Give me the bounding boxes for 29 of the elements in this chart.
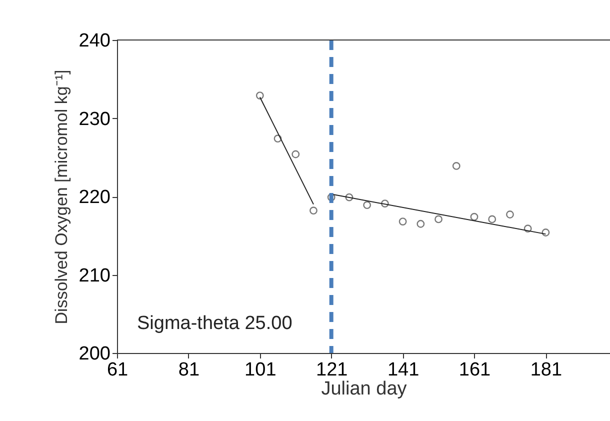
annotation: Sigma-theta 25.00 <box>137 313 292 334</box>
y-tick-label: 230 <box>78 108 110 130</box>
point <box>470 212 478 221</box>
x-axis-title: Julian day <box>321 378 408 400</box>
point <box>506 210 514 218</box>
point <box>452 162 460 170</box>
y-tick-label: 240 <box>78 30 110 52</box>
point <box>416 220 425 228</box>
point <box>292 150 300 158</box>
point <box>398 218 407 226</box>
point <box>310 206 318 215</box>
y-tick-label: 210 <box>78 265 110 286</box>
point <box>542 228 550 236</box>
point <box>380 200 389 208</box>
x-tick-label: 141 <box>387 360 420 380</box>
point <box>488 215 496 224</box>
y-tick-label: 220 <box>78 187 110 208</box>
x-tick-label: 121 <box>316 360 348 380</box>
point <box>345 193 354 202</box>
x-tick-label: 161 <box>458 360 491 380</box>
x-tick-label: 101 <box>244 360 276 380</box>
point <box>274 134 282 143</box>
point <box>524 224 532 233</box>
x-tick-label: 81 <box>178 360 200 380</box>
x-tick-label: 181 <box>530 360 562 380</box>
y-axis-title: Dissolved Oxygen [micromol kg⁻¹] <box>52 70 71 324</box>
point <box>434 215 442 224</box>
point <box>363 201 372 210</box>
point <box>256 92 264 100</box>
